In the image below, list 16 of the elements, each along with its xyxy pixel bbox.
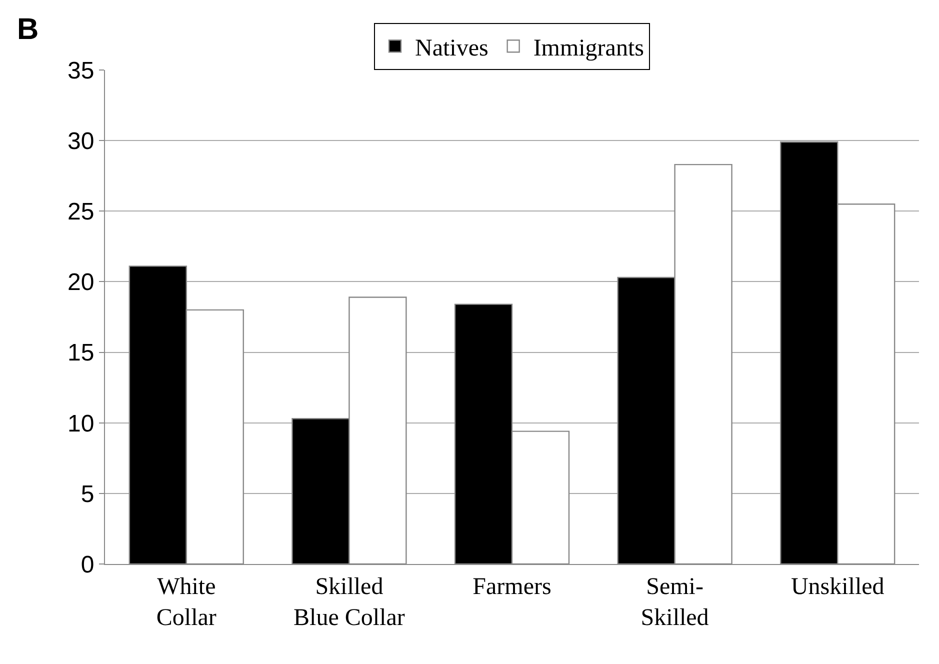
x-tick-label: Farmers xyxy=(472,574,552,600)
text: B xyxy=(17,13,39,46)
y-tick-label: 30 xyxy=(67,128,94,155)
y-tick-label: 35 xyxy=(67,57,94,84)
y-tick-label: 5 xyxy=(80,480,94,508)
x-tick-label: Skilled Blue Collar xyxy=(294,574,405,631)
y-tick-label: 25 xyxy=(67,198,94,226)
legend-label: Immigrants xyxy=(533,35,644,62)
x-tick-label: Unskilled xyxy=(790,574,884,600)
y-tick-label: 15 xyxy=(67,340,94,367)
y-tick-label: 10 xyxy=(67,410,94,438)
y-tick-label: 0 xyxy=(80,551,94,578)
x-tick-label: White Collar xyxy=(156,574,216,631)
legend-label: Natives xyxy=(415,35,488,62)
x-tick-label: Semi- Skilled xyxy=(640,574,709,631)
y-tick-label: 20 xyxy=(67,269,94,296)
